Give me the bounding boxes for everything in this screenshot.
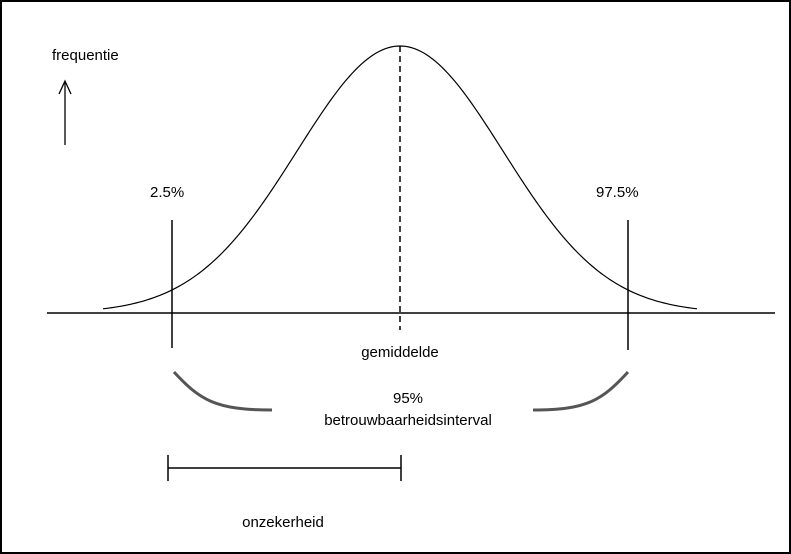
interval-bracket-left [172, 370, 273, 412]
interval-pct-label: 95% [393, 390, 423, 407]
upper-label: 97.5% [596, 184, 639, 201]
interval-bracket-right [532, 370, 630, 412]
arrow-head [58, 79, 72, 95]
y-axis-label: frequentie [52, 47, 119, 64]
interval-label: betrouwbaarheidsinterval [324, 412, 492, 429]
uncertainty-label: onzekerheid [242, 514, 324, 531]
mean-label: gemiddelde [361, 344, 439, 361]
lower-label: 2.5% [150, 184, 184, 201]
